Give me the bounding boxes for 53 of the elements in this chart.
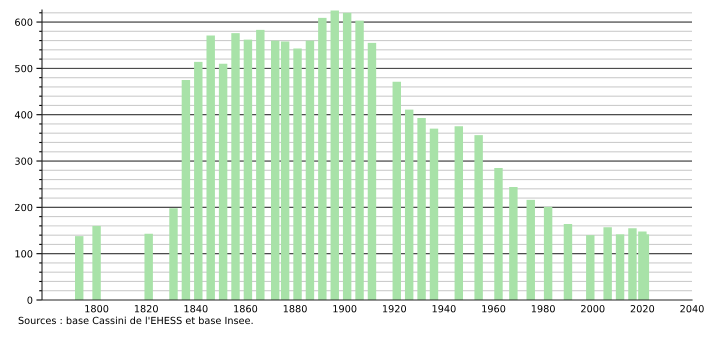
bar [417,118,426,300]
x-tick-label: 1820 [134,305,158,312]
bar [182,80,190,300]
bar [144,234,153,300]
bar [218,64,228,300]
source-note: Sources : base Cassini de l'EHESS et base Insee. [18,316,253,324]
y-tick-label: 300 [15,158,32,165]
bar [586,235,594,300]
x-tick-label: 2040 [680,305,704,312]
bar [293,48,302,300]
x-tick-label: 2000 [581,305,604,312]
x-tick-label: 2020 [630,305,654,312]
y-tick-label: 200 [15,204,32,212]
x-tick-label: 1940 [432,305,456,312]
x-tick-label: 1860 [234,305,258,312]
x-tick-label: 1960 [482,305,506,312]
bar [318,18,327,300]
bar [454,126,464,300]
x-tick-label: 1880 [284,305,307,312]
bar [206,35,215,300]
y-tick-label: 500 [15,64,32,72]
bar [404,110,414,300]
x-tick-label: 1980 [532,305,555,312]
bar [430,128,438,300]
bar [603,227,612,300]
bar [256,30,265,300]
bar [474,135,483,300]
bar [494,168,503,300]
bar [544,206,552,300]
bar [342,12,352,300]
bar [330,10,339,300]
bar [92,226,101,300]
bar [355,20,364,300]
bar [244,40,252,300]
x-tick-label: 1800 [85,305,108,312]
bar [526,200,535,300]
y-tick-label: 0 [27,296,32,304]
x-tick-label: 1920 [382,305,406,312]
bar [509,186,518,300]
x-tick-label: 1900 [333,305,356,312]
bar [194,62,203,300]
y-tick-label: 600 [15,18,32,26]
y-tick-label: 400 [14,111,32,119]
bar [231,33,240,300]
bar [169,208,178,300]
bar [564,224,572,300]
bar [306,40,314,300]
bar [392,82,401,300]
x-tick-label: 1840 [184,305,208,312]
bar [74,236,84,300]
bar [368,42,376,300]
y-tick-label: 100 [15,250,32,258]
bar [616,234,624,300]
